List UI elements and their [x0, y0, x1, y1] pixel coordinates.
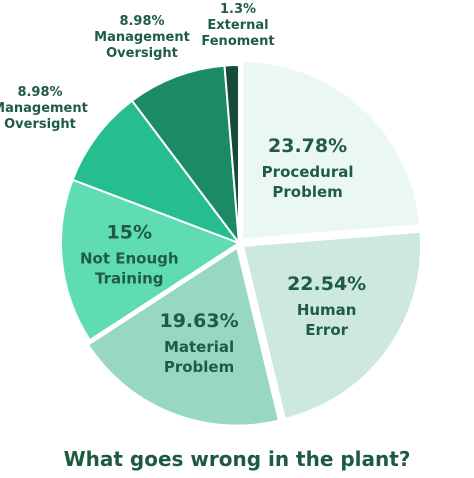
- pie-slice: [241, 60, 421, 241]
- slice-name-label: Human: [297, 301, 357, 319]
- slice-name-label: Error: [305, 321, 348, 339]
- slice-name-label: Material: [164, 338, 234, 356]
- slice-percent-label: 1.3%: [220, 2, 256, 17]
- pie-slice: [86, 246, 281, 427]
- pie-slice: [223, 63, 240, 244]
- slice-name-label: Oversight: [4, 117, 76, 132]
- pie-chart: 23.78% Procedural Problem 22.54% Human Error 1…: [0, 2, 423, 427]
- slice-name-label: Management: [94, 30, 190, 45]
- slice-name-label: Problem: [272, 183, 342, 201]
- slice-name-label: Management: [0, 101, 88, 116]
- slice-percent-label: 8.98%: [17, 85, 62, 100]
- chart-title: What goes wrong in the plant?: [63, 447, 411, 471]
- slice-name-label: Training: [95, 269, 163, 287]
- slice-percent-label: 19.63%: [159, 310, 238, 332]
- pie-slice: [60, 178, 242, 342]
- slice-name-label: Procedural: [262, 163, 354, 181]
- slice-name-label: Not Enough: [80, 249, 179, 267]
- pie-slice: [130, 64, 241, 247]
- slice-label: 23.78% Procedural Problem: [262, 135, 354, 201]
- slice-name-label: Problem: [164, 358, 234, 376]
- slice-name-label: Oversight: [106, 46, 178, 61]
- slice-percent-label: 23.78%: [268, 135, 347, 157]
- slice-label: 22.54% Human Error: [287, 273, 366, 339]
- slice-name-label: External: [207, 18, 268, 33]
- pie-slice: [71, 99, 242, 246]
- slice-label: 15% Not Enough Training: [80, 221, 179, 287]
- slice-percent-label: 8.98%: [119, 14, 164, 29]
- slice-label: 19.63% Material Problem: [159, 310, 238, 376]
- slice-percent-label: 15%: [107, 221, 152, 243]
- slice-percent-label: 22.54%: [287, 273, 366, 295]
- pie-slice: [241, 230, 423, 421]
- slice-name-label: Fenoment: [201, 34, 274, 49]
